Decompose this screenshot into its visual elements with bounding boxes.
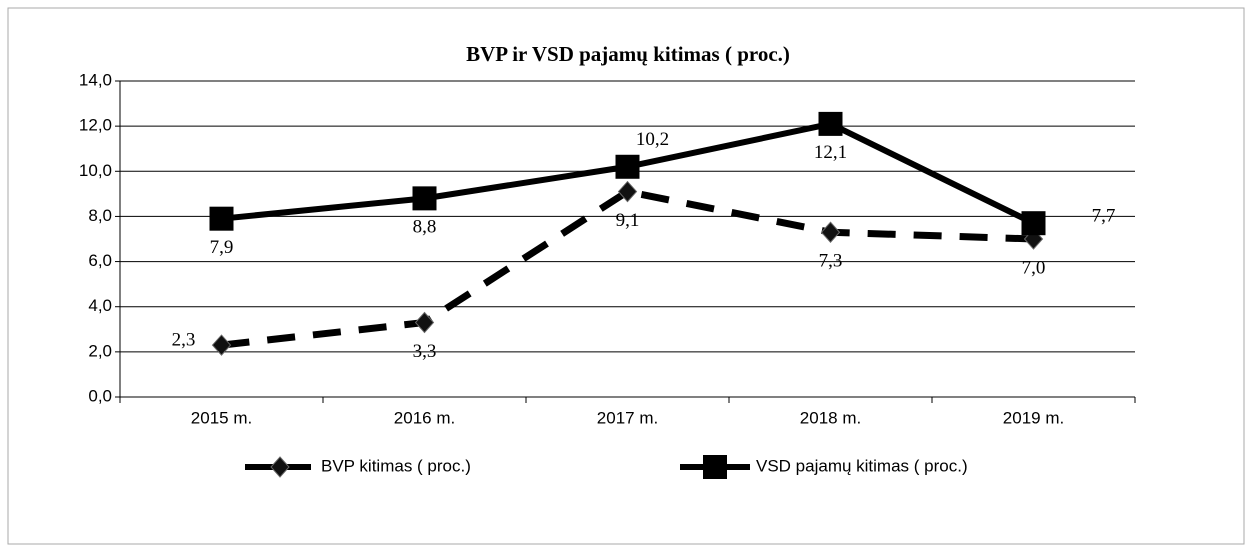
y-tick-label: 2,0: [88, 341, 112, 360]
x-tick-label: 2018 m.: [800, 408, 861, 427]
y-tick-label: 10,0: [79, 161, 112, 180]
marker: [412, 186, 437, 211]
y-tick-label: 8,0: [88, 206, 112, 225]
y-tick-label: 4,0: [88, 296, 112, 315]
x-tick-label: 2019 m.: [1003, 408, 1064, 427]
x-tick-label: 2016 m.: [394, 408, 455, 427]
chart-title: BVP ir VSD pajamų kitimas ( proc.): [466, 42, 790, 66]
marker: [820, 221, 841, 243]
marker: [617, 180, 638, 203]
data-label: 3,3: [413, 341, 437, 362]
data-label: 9,1: [616, 210, 640, 231]
marker: [270, 456, 290, 478]
data-label: 12,1: [814, 142, 847, 163]
marker: [615, 154, 640, 179]
legend-label: VSD pajamų kitimas ( proc.): [756, 456, 968, 475]
marker: [414, 311, 435, 334]
data-label: 10,2: [636, 129, 669, 150]
y-tick-label: 6,0: [88, 251, 112, 270]
marker: [1021, 211, 1046, 236]
y-tick-label: 0,0: [88, 386, 112, 405]
y-tick-label: 14,0: [79, 70, 112, 89]
y-tick-label: 12,0: [79, 116, 112, 135]
data-label: 7,9: [210, 237, 234, 258]
marker: [703, 455, 727, 479]
data-label: 7,0: [1022, 257, 1046, 278]
x-tick-label: 2015 m.: [191, 408, 252, 427]
x-tick-label: 2017 m.: [597, 408, 658, 427]
legend-label: BVP kitimas ( proc.): [321, 456, 471, 475]
marker: [209, 206, 234, 231]
data-label: 7,3: [819, 251, 843, 272]
data-label: 8,8: [413, 217, 437, 238]
marker: [818, 111, 843, 136]
chart-border: [7, 7, 1245, 545]
data-label: 2,3: [172, 329, 196, 350]
marker: [211, 334, 232, 356]
data-label: 7,7: [1092, 206, 1116, 227]
